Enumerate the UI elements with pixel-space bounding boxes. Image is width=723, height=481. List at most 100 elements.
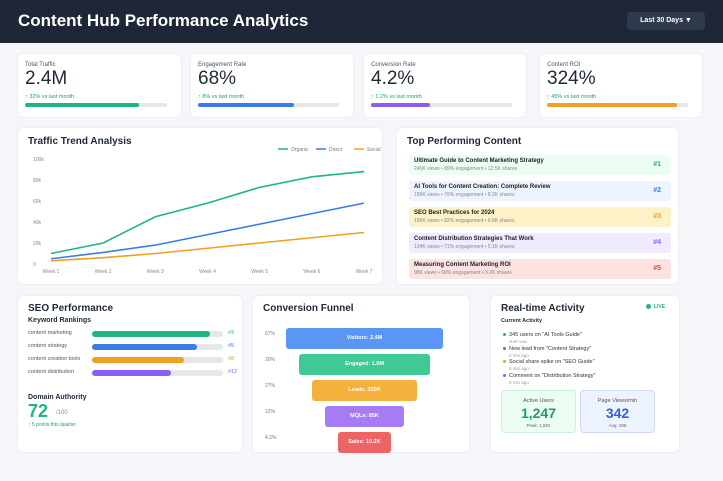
kpi-progress-fill bbox=[371, 103, 431, 107]
kpi-change: ↑ 32% vs last month bbox=[25, 94, 75, 100]
realtime-card: Real-time Activity LIVE Current Activity… bbox=[490, 295, 680, 453]
kpi-change: ↑ 8% vs last month bbox=[198, 94, 245, 100]
keyword-name: content creation tools bbox=[28, 356, 81, 362]
y-tick-label: 0 bbox=[33, 262, 36, 268]
kpi-progress-fill bbox=[25, 103, 139, 107]
keyword-row: content marketing #3 bbox=[28, 330, 248, 338]
page-views-label: Page Views/min bbox=[597, 398, 638, 404]
funnel-rate: 20% bbox=[265, 357, 276, 363]
kpi-card: Conversion Rate 4.2% ↑ 1.2% vs last mont… bbox=[363, 53, 527, 118]
top-content-item[interactable]: Measuring Content Marketing ROI 98K view… bbox=[409, 259, 671, 279]
keyword-name: content strategy bbox=[28, 343, 68, 349]
kpi-progress-fill bbox=[547, 103, 677, 107]
keyword-bar bbox=[92, 331, 223, 337]
page-views-avg: Avg: 298 bbox=[608, 423, 627, 428]
content-rank: #3 bbox=[653, 213, 661, 220]
date-range-dropdown[interactable]: Last 30 Days ▼ bbox=[627, 12, 705, 30]
content-meta: 98K views • 68% engagement • 3.2K shares bbox=[414, 270, 512, 276]
kpi-label: Engagement Rate bbox=[198, 62, 247, 68]
series-line-organic bbox=[50, 170, 365, 255]
funnel-rate: 12% bbox=[265, 409, 276, 415]
y-tick-label: 40k bbox=[33, 220, 42, 226]
legend-label: Direct bbox=[329, 147, 343, 153]
current-activity-label: Current Activity bbox=[501, 318, 543, 324]
activity-text: New lead from "Content Strategy" bbox=[509, 345, 592, 352]
kpi-value: 4.2% bbox=[371, 68, 415, 89]
top-content-item[interactable]: Ultimate Guide to Content Marketing Stra… bbox=[409, 155, 671, 175]
funnel-card: Conversion Funnel 67% Visitors: 2.4M 20% En… bbox=[252, 295, 470, 453]
activity-item: Comment on "Distribution Strategy" 8 min … bbox=[503, 373, 595, 385]
domain-authority-change: ↑ 5 points this quarter bbox=[28, 422, 76, 428]
active-users-peak: Peak: 1,892 bbox=[526, 423, 551, 428]
kpi-progress-fill bbox=[198, 103, 294, 107]
active-users-stat: Active Users 1,247 Peak: 1,892 bbox=[501, 390, 576, 433]
kpi-card: Engagement Rate 68% ↑ 8% vs last month bbox=[190, 53, 354, 118]
kpi-label: Content ROI bbox=[547, 62, 581, 68]
keyword-bar bbox=[92, 344, 223, 350]
page-views-value: 342 bbox=[605, 405, 630, 421]
keyword-bar bbox=[92, 357, 223, 363]
content-title: SEO Best Practices for 2024 bbox=[414, 210, 495, 216]
legend-label: Social bbox=[367, 147, 381, 153]
live-label: LIVE bbox=[654, 304, 666, 310]
funnel-stage[interactable]: Engaged: 1.6M bbox=[299, 354, 430, 375]
x-tick-label: Week 1 bbox=[43, 269, 60, 275]
x-tick-label: Week 3 bbox=[147, 269, 164, 275]
keyword-bar-fill bbox=[92, 344, 197, 350]
kpi-card: Total Traffic 2.4M ↑ 32% vs last month bbox=[17, 53, 182, 118]
funnel-rate: 27% bbox=[265, 383, 276, 389]
top-content-item[interactable]: SEO Best Practices for 2024 156K views •… bbox=[409, 207, 671, 227]
traffic-chart: 0 20k 40k 60k 80k 100k Week 1 Week 2 Week 3 Week … bbox=[33, 147, 381, 275]
active-users-label: Active Users bbox=[523, 398, 554, 404]
funnel-stage[interactable]: Visitors: 2.4M bbox=[286, 328, 443, 349]
kpi-progress-bar bbox=[371, 103, 512, 107]
funnel-stage[interactable]: MQLs: 85K bbox=[325, 406, 404, 427]
traffic-trend-card: Traffic Trend Analysis 0 20k 40k 60k 80k 100k… bbox=[17, 127, 383, 285]
activity-time: Just now bbox=[509, 339, 527, 344]
keyword-bar bbox=[92, 370, 223, 376]
activity-time: 5 min ago bbox=[509, 366, 529, 371]
x-tick-label: Week 2 bbox=[95, 269, 112, 275]
content-title: Ultimate Guide to Content Marketing Stra… bbox=[414, 158, 544, 164]
top-content-card: Top Performing Content Ultimate Guide to… bbox=[396, 127, 679, 285]
kpi-progress-bar bbox=[25, 103, 167, 107]
keyword-rank: #8 bbox=[228, 356, 235, 362]
keyword-bar-fill bbox=[92, 331, 210, 337]
activity-text: Comment on "Distribution Strategy" bbox=[509, 372, 596, 379]
activity-time: 8 min ago bbox=[509, 379, 529, 385]
keyword-name: content marketing bbox=[28, 330, 72, 336]
activity-time: 2 min ago bbox=[509, 352, 529, 358]
content-meta: 156K views • 82% engagement • 6.8K share… bbox=[414, 218, 515, 224]
content-meta: 134K views • 71% engagement • 5.1K share… bbox=[414, 244, 515, 250]
live-indicator: LIVE bbox=[646, 304, 665, 310]
kpi-card: Content ROI 324% ↑ 45% vs last month bbox=[539, 53, 703, 118]
content-rank: #4 bbox=[653, 239, 661, 246]
content-title: Content Distribution Strategies That Wor… bbox=[414, 236, 534, 242]
top-content-title: Top Performing Content bbox=[407, 136, 522, 147]
page-title: Content Hub Performance Analytics bbox=[18, 11, 309, 30]
domain-authority-value: 72 bbox=[28, 401, 49, 421]
keyword-bar-fill bbox=[92, 370, 171, 376]
activity-item: New lead from "Content Strategy" 2 min ag… bbox=[503, 346, 591, 358]
kpi-label: Total Traffic bbox=[25, 62, 56, 68]
kpi-change: ↑ 1.2% vs last month bbox=[371, 94, 422, 100]
keyword-rankings-label: Keyword Rankings bbox=[28, 317, 92, 324]
y-tick-label: 100k bbox=[33, 157, 44, 163]
content-rank: #5 bbox=[653, 265, 661, 272]
seo-title: SEO Performance bbox=[28, 303, 114, 314]
funnel-stage[interactable]: Leads: 320K bbox=[312, 380, 417, 401]
kpi-value: 2.4M bbox=[25, 68, 68, 89]
top-content-item[interactable]: AI Tools for Content Creation: Complete … bbox=[409, 181, 671, 201]
kpi-progress-bar bbox=[198, 103, 339, 107]
header: Content Hub Performance Analytics Last 3… bbox=[0, 0, 723, 43]
activity-item: Social share spike on "SEO Guide" 5 min a… bbox=[503, 359, 595, 371]
keyword-name: content distribution bbox=[28, 369, 75, 375]
x-tick-label: Week 7 bbox=[356, 269, 373, 275]
y-tick-label: 20k bbox=[33, 241, 42, 247]
realtime-title: Real-time Activity bbox=[501, 303, 585, 314]
funnel-stage[interactable]: Sales: 10.2K bbox=[338, 432, 391, 453]
x-tick-label: Week 5 bbox=[251, 269, 268, 275]
top-content-item[interactable]: Content Distribution Strategies That Wor… bbox=[409, 233, 671, 253]
activity-item: 345 users on "AI Tools Guide" Just now bbox=[503, 332, 582, 344]
x-tick-label: Week 4 bbox=[199, 269, 216, 275]
